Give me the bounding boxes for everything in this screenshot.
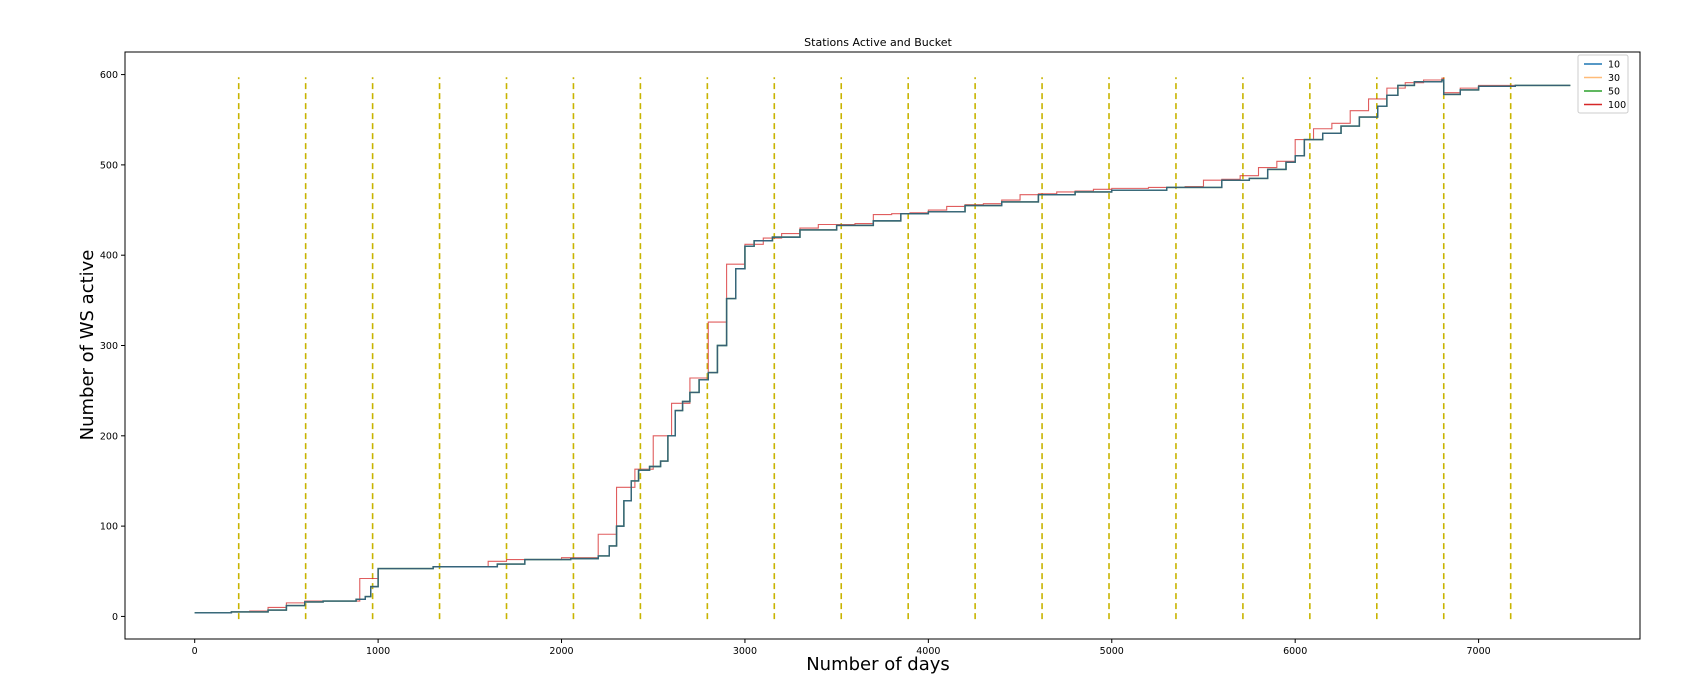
series-overlap-line [194, 79, 1571, 614]
y-tick-label-100: 100 [100, 522, 118, 533]
y-tick-label-0: 0 [112, 612, 118, 623]
x-tick-label-0: 0 [192, 646, 198, 657]
legend-label-100: 100 [1608, 100, 1626, 111]
y-axis-label: Number of WS active [77, 250, 98, 441]
y-tick-label-400: 400 [100, 251, 118, 262]
series-line-10 [194, 79, 1571, 614]
x-ticks: 0 1000 2000 3000 4000 5000 6000 7000 [192, 639, 1491, 657]
series-lines [194, 77, 1571, 614]
x-axis-label: Number of days [806, 654, 950, 675]
y-tick-label-600: 600 [100, 70, 118, 81]
legend: 10 30 50 100 [1577, 54, 1629, 114]
y-tick-label-200: 200 [100, 431, 118, 442]
x-tick-label-3000: 3000 [733, 646, 757, 657]
legend-label-10: 10 [1608, 60, 1620, 71]
x-tick-label-2000: 2000 [549, 646, 573, 657]
series-line-30 [194, 79, 1571, 614]
x-tick-label-5000: 5000 [1100, 646, 1124, 657]
series-line-100 [194, 77, 1571, 614]
legend-label-50: 50 [1608, 87, 1620, 98]
y-ticks: 0 100 200 300 400 500 600 [100, 70, 125, 623]
y-tick-label-500: 500 [100, 160, 118, 171]
x-tick-label-6000: 6000 [1283, 646, 1307, 657]
x-tick-label-7000: 7000 [1467, 646, 1491, 657]
vertical-lines [237, 77, 1512, 620]
x-tick-label-1000: 1000 [366, 646, 390, 657]
chart-title: Stations Active and Bucket [804, 36, 952, 49]
x-tick-label-4000: 4000 [916, 646, 940, 657]
y-tick-label-300: 300 [100, 341, 118, 352]
series-line-50 [194, 79, 1571, 614]
plot-frame [124, 51, 1641, 640]
legend-label-30: 30 [1608, 73, 1620, 84]
legend-box [1577, 54, 1629, 114]
